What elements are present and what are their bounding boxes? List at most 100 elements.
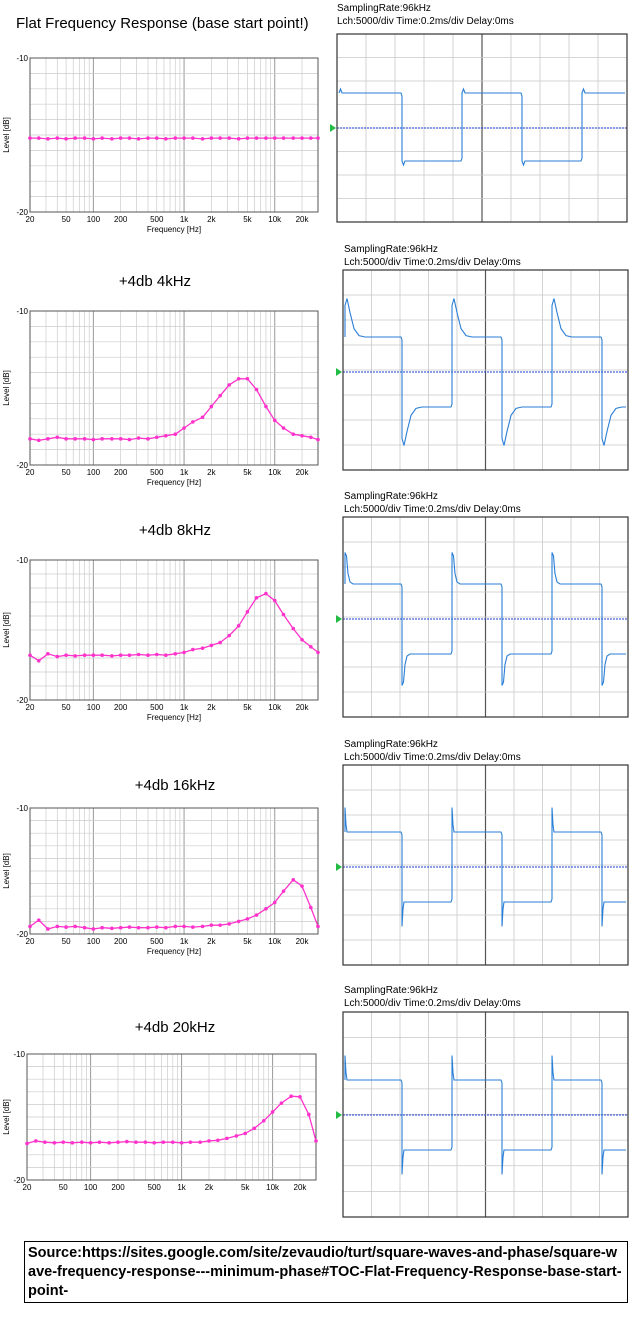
scope-sampling-rate: SamplingRate:96kHz — [344, 244, 438, 255]
y-axis-label: Level [dB] — [2, 117, 11, 153]
plot-frame — [26, 1053, 317, 1181]
x-tick-label: 50 — [62, 468, 71, 477]
response-point — [146, 136, 150, 140]
trigger-marker-icon — [336, 615, 342, 623]
response-point — [173, 136, 178, 140]
response-point — [182, 426, 186, 430]
response-point — [70, 1141, 75, 1145]
scope-settings: Lch:5000/div Time:0.2ms/div Delay:0ms — [344, 257, 521, 268]
response-point — [191, 420, 195, 424]
response-point — [100, 925, 104, 930]
x-axis-label: Frequency [Hz] — [147, 713, 201, 722]
response-point — [136, 925, 141, 930]
response-point — [236, 137, 241, 141]
response-point — [182, 924, 186, 929]
response-point — [227, 633, 232, 638]
response-point — [91, 653, 96, 657]
trigger-marker-icon — [336, 863, 342, 871]
response-point — [314, 1139, 318, 1143]
response-point — [100, 437, 104, 441]
response-point — [281, 612, 286, 617]
x-tick-label: 20 — [26, 468, 35, 477]
response-point — [64, 653, 68, 657]
x-axis-label: Frequency [Hz] — [147, 225, 201, 234]
response-point — [28, 653, 32, 657]
scope-frame — [336, 33, 628, 223]
x-tick-label: 100 — [87, 215, 101, 224]
scope-frame — [342, 1011, 629, 1218]
response-point — [161, 1140, 166, 1144]
response-point — [146, 925, 150, 930]
response-point — [200, 137, 205, 141]
response-point — [227, 383, 232, 387]
x-tick-label: 5k — [243, 937, 252, 946]
response-point — [154, 652, 159, 657]
response-point — [300, 136, 304, 140]
chart-title-8khz: +4db 8kHz — [138, 522, 212, 539]
response-point — [154, 136, 159, 140]
response-point — [46, 137, 50, 141]
response-point — [154, 925, 159, 929]
response-point — [207, 1139, 211, 1143]
response-point — [36, 438, 41, 443]
scope-trace — [344, 552, 626, 686]
y-tick-label: -20 — [16, 461, 28, 470]
response-point — [82, 653, 87, 657]
x-tick-label: 100 — [87, 703, 101, 712]
response-point — [298, 1095, 302, 1099]
response-point — [36, 918, 41, 922]
response-point — [281, 889, 286, 893]
response-point — [245, 610, 250, 614]
response-point — [110, 437, 114, 441]
response-point — [88, 1141, 93, 1145]
response-point — [127, 925, 132, 929]
trigger-marker-icon — [336, 1111, 342, 1119]
chart-title-16khz: +4db 16kHz — [134, 777, 216, 794]
response-point — [46, 927, 50, 931]
scope-trace — [344, 298, 626, 446]
plot-frame — [29, 559, 319, 701]
response-point — [188, 1140, 193, 1144]
x-tick-label: 1k — [180, 468, 189, 477]
response-point — [291, 878, 296, 882]
response-point — [291, 626, 296, 631]
response-point — [243, 1131, 247, 1136]
response-point — [264, 136, 268, 140]
x-tick-label: 2k — [207, 703, 216, 712]
y-axis-label: Level [dB] — [2, 370, 11, 406]
scope-frame — [342, 269, 629, 471]
chart-title-4khz: +4db 4kHz — [118, 273, 192, 290]
x-tick-label: 500 — [150, 937, 164, 946]
response-point — [264, 404, 268, 409]
response-point — [164, 433, 168, 438]
frequency-response-chart-4khz: 20 50 100 200 500 1k 2k 5k 10k 20k -10 -20 Frequency… — [2, 307, 320, 487]
x-tick-label: 10k — [268, 937, 282, 946]
response-point — [261, 1118, 266, 1123]
response-point — [291, 136, 296, 140]
y-tick-label: -10 — [16, 556, 28, 565]
x-tick-label: 200 — [114, 703, 128, 712]
response-point — [209, 136, 214, 140]
x-tick-label: 200 — [114, 468, 128, 477]
response-point — [309, 435, 313, 440]
response-point — [254, 387, 259, 392]
x-tick-label: 100 — [87, 468, 101, 477]
response-point — [97, 1140, 102, 1144]
response-point — [272, 900, 277, 905]
response-point — [191, 647, 195, 652]
scope-settings: Lch:5000/div Time:0.2ms/div Delay:0ms — [337, 16, 514, 27]
response-point — [73, 654, 77, 658]
y-tick-label: -20 — [16, 696, 28, 705]
x-tick-label: 50 — [62, 215, 71, 224]
x-tick-label: 500 — [150, 215, 164, 224]
response-point — [110, 137, 114, 141]
x-tick-label: 20k — [296, 468, 310, 477]
response-point — [306, 1112, 311, 1117]
response-point — [118, 653, 123, 657]
y-tick-label: -10 — [16, 804, 28, 813]
oscilloscope-view-16khz — [336, 764, 629, 966]
response-point — [46, 437, 50, 441]
x-tick-label: 100 — [84, 1183, 98, 1192]
response-point — [146, 437, 150, 441]
response-point — [118, 136, 123, 140]
